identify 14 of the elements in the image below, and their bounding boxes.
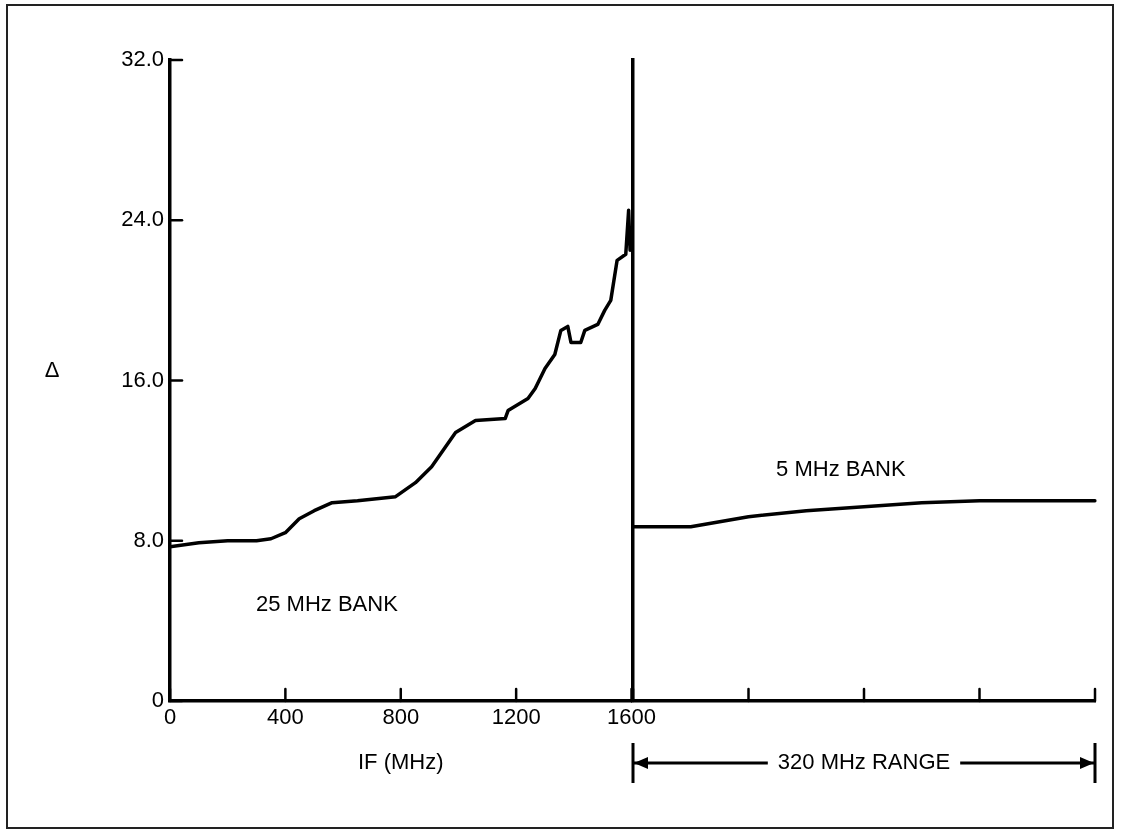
y-tick-label: 8.0: [133, 526, 164, 552]
x-axis-title: IF (MHz): [358, 749, 444, 775]
x-axis-title: 320 MHz RANGE: [777, 749, 951, 775]
y-tick-label: 0: [151, 687, 164, 713]
x-tick-label: 800: [382, 704, 420, 730]
annotation: 25 MHz BANK: [256, 590, 399, 616]
y-tick-label: 16.0: [121, 366, 164, 392]
x-tick-label: 1200: [491, 704, 541, 730]
y-tick-label: 24.0: [121, 206, 164, 232]
x-tick-label: 400: [267, 704, 304, 730]
y-axis-title: Δ: [44, 356, 60, 382]
text: 5 MHz BANK: [776, 456, 907, 482]
x-tick-label: 1600: [607, 704, 657, 730]
y-tick-label: 32.0: [121, 46, 164, 72]
